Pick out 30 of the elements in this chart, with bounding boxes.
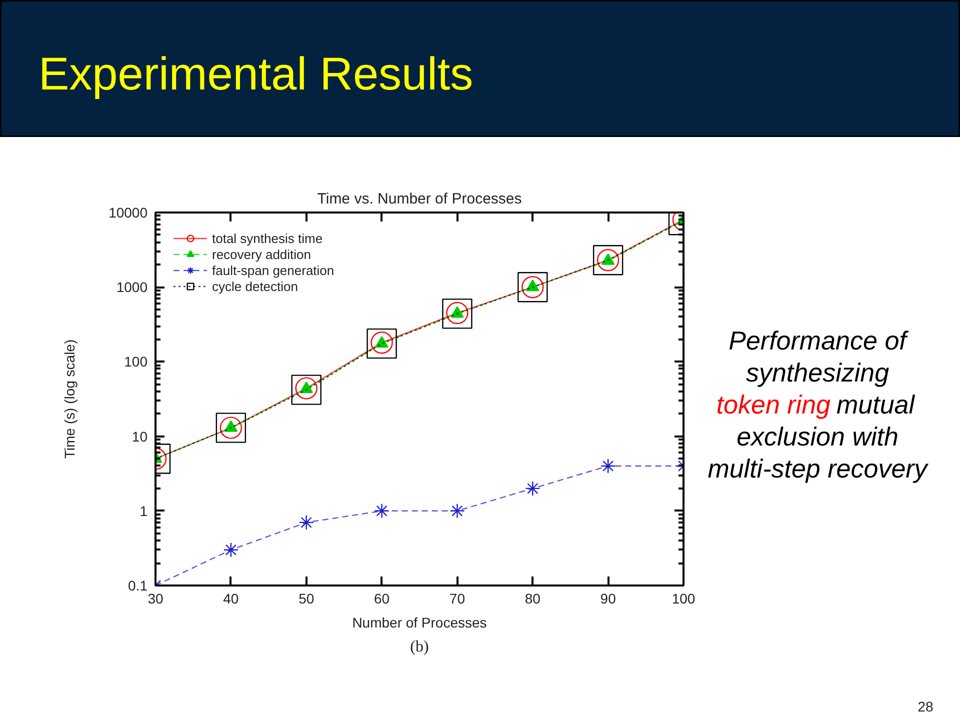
text: (b) bbox=[410, 638, 429, 656]
legend-label: cycle detection bbox=[212, 278, 298, 294]
y-tick-label: 1 bbox=[140, 502, 148, 519]
chart-title: Experimental Results bbox=[38, 48, 474, 100]
y-tick-label: 10 bbox=[132, 428, 148, 444]
text: multi-step recovery bbox=[708, 454, 930, 484]
y-tick-label: 10000 bbox=[108, 204, 148, 220]
text: exclusion with bbox=[736, 422, 898, 452]
chart-subtitle: Time vs. Number of Processes bbox=[317, 190, 522, 208]
x-tick-label: 50 bbox=[298, 590, 314, 606]
y-tick-label: 100 bbox=[124, 354, 148, 370]
x-tick-label: 60 bbox=[374, 590, 390, 606]
x-tick-label: 30 bbox=[148, 590, 164, 606]
x-tick-label: 80 bbox=[524, 590, 541, 606]
x-axis-title: Number of Processes bbox=[352, 614, 487, 630]
text: synthesizing bbox=[746, 358, 890, 388]
y-axis-title: Time (s) (log scale) bbox=[62, 339, 78, 459]
y-tick-label: 1000 bbox=[116, 279, 148, 296]
text: 28 bbox=[918, 698, 934, 714]
legend-label: recovery addition bbox=[212, 246, 311, 262]
y-tick-label: 0.1 bbox=[128, 578, 148, 594]
x-tick-label: 90 bbox=[600, 590, 616, 606]
legend-label: fault-span generation bbox=[212, 262, 334, 278]
x-tick-label: 40 bbox=[223, 590, 239, 606]
legend-label: total synthesis time bbox=[212, 230, 323, 246]
text: Performance of bbox=[728, 326, 910, 356]
x-tick-label: 70 bbox=[449, 590, 466, 606]
text: mutual bbox=[836, 390, 916, 420]
text: token ring bbox=[716, 390, 832, 420]
x-tick-label: 100 bbox=[672, 590, 696, 606]
